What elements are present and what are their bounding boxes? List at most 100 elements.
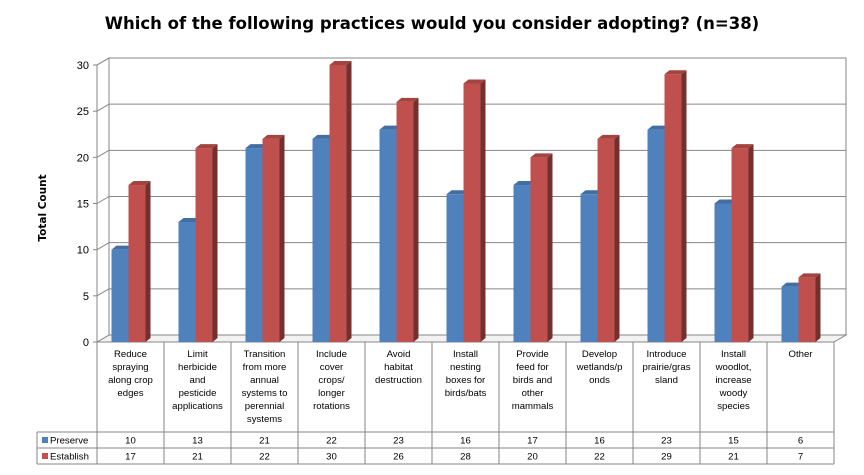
bar-side	[279, 134, 285, 342]
legend-swatch	[42, 453, 48, 459]
bar-top	[128, 181, 151, 186]
y-tick-label: 20	[77, 152, 89, 164]
legend-label: Preserve	[50, 436, 88, 447]
bar-establish-8	[597, 134, 620, 342]
bar-top	[262, 134, 285, 139]
y-tick-label: 30	[77, 60, 89, 72]
bar-top	[312, 134, 335, 139]
table-value-preserve-6: 16	[460, 436, 471, 447]
bar-front	[664, 74, 682, 342]
bar-front	[647, 129, 665, 342]
bar-top	[781, 282, 804, 287]
bar-top	[178, 217, 201, 222]
table-value-preserve-9: 23	[661, 436, 672, 447]
bar-top	[664, 70, 687, 75]
bar-front	[262, 138, 280, 342]
gridline-side	[96, 288, 110, 297]
table-value-preserve-5: 23	[393, 436, 404, 447]
bar-top	[329, 61, 352, 65]
bar-front	[580, 194, 598, 342]
category-label-2: Limit herbicide and pesticide applications	[172, 349, 223, 412]
table-value-preserve-11: 6	[798, 436, 803, 447]
gridline-side	[96, 57, 110, 66]
bar-establish-2	[195, 144, 218, 342]
bar-side	[346, 61, 352, 342]
table-value-establish-8: 22	[594, 452, 605, 463]
bar-top	[798, 273, 821, 278]
bar-front	[111, 249, 129, 342]
bar-top	[647, 125, 670, 130]
bar-side	[748, 144, 754, 342]
category-label-9: Introduce prairie/gras sland	[643, 349, 691, 386]
category-label-4: Include cover crops/longer rotations	[313, 349, 350, 412]
bar-front	[379, 129, 397, 342]
bar-side	[815, 273, 821, 342]
bar-front	[731, 148, 749, 342]
bar-top	[597, 134, 620, 139]
y-tick-label: 10	[77, 245, 89, 257]
bar-front	[513, 185, 531, 342]
bar-top	[446, 190, 469, 195]
category-label-8: Develop wetlands/p onds	[576, 349, 623, 386]
table-value-preserve-4: 22	[326, 436, 337, 447]
table-value-establish-4: 30	[326, 452, 337, 463]
bar-side	[681, 70, 687, 342]
bar-front	[245, 148, 263, 342]
bar-top	[714, 199, 737, 204]
table-value-preserve-7: 17	[527, 436, 538, 447]
bar-establish-3	[262, 134, 285, 342]
table-value-preserve-3: 21	[259, 436, 270, 447]
y-axis-label: Total Count	[37, 174, 49, 241]
table-value-preserve-1: 10	[125, 436, 136, 447]
bar-front	[329, 65, 347, 342]
legend-establish: Establish	[42, 452, 89, 463]
y-tick-label: 5	[83, 291, 89, 303]
bar-top	[379, 125, 402, 130]
bar-top	[111, 245, 134, 250]
bar-top	[731, 144, 754, 149]
bar-front	[781, 286, 799, 342]
gridline-side	[96, 103, 110, 112]
table-value-establish-3: 22	[259, 452, 270, 463]
bar-establish-9	[664, 70, 687, 342]
table-value-establish-6: 28	[460, 452, 471, 463]
bar-top	[580, 190, 603, 195]
legend-label: Establish	[50, 452, 89, 463]
bar-establish-4	[329, 61, 352, 342]
bar-front	[798, 277, 816, 342]
table-value-preserve-2: 13	[192, 436, 203, 447]
bar-side	[480, 79, 486, 342]
bar-side	[614, 134, 620, 342]
bar-front	[195, 148, 213, 342]
bar-establish-1	[128, 181, 151, 342]
bar-front	[178, 221, 196, 342]
bar-front	[312, 138, 330, 342]
table-value-establish-2: 21	[192, 452, 203, 463]
category-label-10: Install woodlot, increase woody species	[715, 349, 752, 412]
bar-establish-10	[731, 144, 754, 342]
bar-top	[396, 97, 419, 102]
bar-front	[714, 203, 732, 342]
table-value-establish-5: 26	[393, 452, 404, 463]
category-label-5: Avoid habitat destruction	[375, 349, 422, 386]
bar-establish-11	[798, 273, 821, 342]
bar-side	[547, 153, 553, 342]
bar-front	[463, 83, 481, 342]
category-label-7: Provide feed for birds and other mammals	[512, 349, 554, 412]
bar-front	[396, 101, 414, 342]
bar-establish-7	[530, 153, 553, 342]
y-tick-label: 0	[83, 337, 89, 349]
category-label-11: Other	[789, 349, 814, 360]
bar-top	[245, 144, 268, 149]
category-label-3: Transition from more annual systems to peren…	[242, 349, 288, 425]
table-value-establish-11: 7	[798, 452, 803, 463]
bar-top	[530, 153, 553, 158]
category-label-1: Reduce spraying along crop edges	[108, 349, 153, 399]
table-value-preserve-8: 16	[594, 436, 605, 447]
bar-top	[463, 79, 486, 84]
gridline-side	[96, 196, 110, 204]
bars	[111, 61, 821, 342]
bar-front	[597, 138, 615, 342]
bar-side	[145, 181, 151, 342]
